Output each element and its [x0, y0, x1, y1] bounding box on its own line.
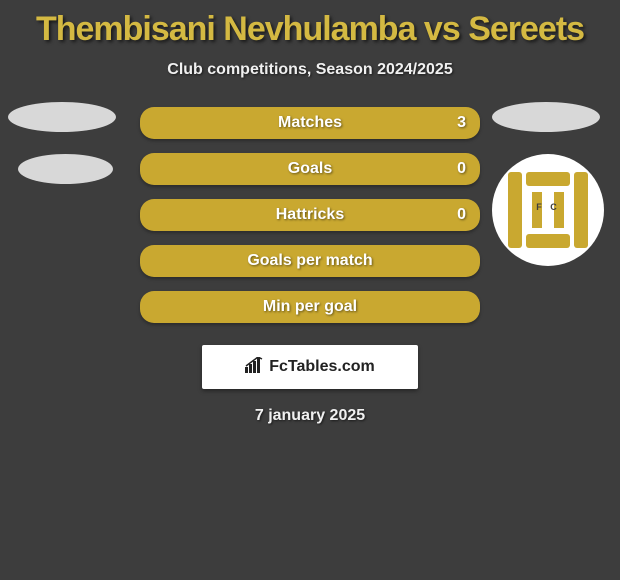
stat-rows: Matches 3 Goals 0 Hattricks 0 Goals per … — [140, 107, 480, 323]
player-left-avatar — [8, 102, 118, 212]
stat-row-goals-per-match: Goals per match — [140, 245, 480, 277]
player-right-avatar: F C — [492, 102, 612, 302]
stat-row-matches: Matches 3 — [140, 107, 480, 139]
stat-label: Goals per match — [247, 252, 372, 270]
page-title: Thembisani Nevhulamba vs Sereets — [0, 0, 620, 49]
stat-value-right: 3 — [457, 114, 466, 132]
stat-row-hattricks: Hattricks 0 — [140, 199, 480, 231]
stat-label: Min per goal — [263, 298, 357, 316]
stat-row-goals: Goals 0 — [140, 153, 480, 185]
stat-value-right: 0 — [457, 160, 466, 178]
brand-text: FcTables.com — [269, 358, 375, 376]
avatar-placeholder-icon — [492, 102, 600, 132]
stat-value-right: 0 — [457, 206, 466, 224]
stat-label: Hattricks — [276, 206, 344, 224]
avatar-placeholder-icon — [18, 154, 113, 184]
stat-label: Matches — [278, 114, 342, 132]
stats-area: F C Matches 3 Goals 0 Hattricks 0 Goals … — [0, 107, 620, 337]
date-line: 7 january 2025 — [0, 407, 620, 425]
club-badge-icon: F C — [492, 154, 604, 266]
brand-box[interactable]: FcTables.com — [202, 345, 418, 389]
subtitle: Club competitions, Season 2024/2025 — [0, 61, 620, 79]
stat-label: Goals — [288, 160, 332, 178]
avatar-placeholder-icon — [8, 102, 116, 132]
stat-row-min-per-goal: Min per goal — [140, 291, 480, 323]
chart-icon — [245, 357, 265, 378]
badge-letters: F C — [502, 202, 594, 212]
